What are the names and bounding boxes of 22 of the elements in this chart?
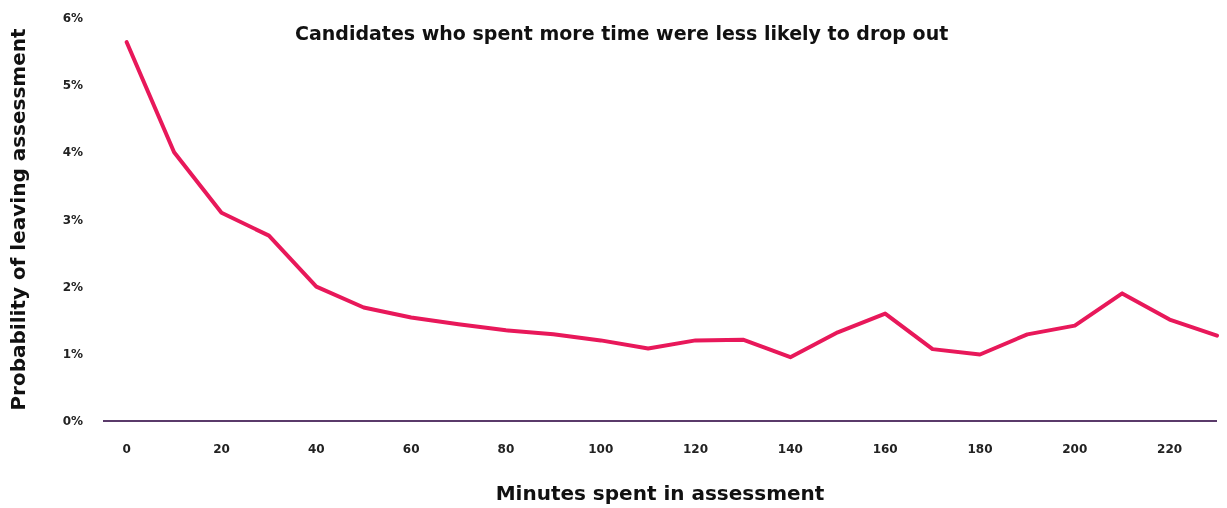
x-tick-label: 80 (497, 442, 515, 456)
x-tick-label: 180 (967, 442, 993, 456)
x-tick-label: 140 (777, 442, 803, 456)
x-tick-label: 200 (1062, 442, 1088, 456)
x-tick-label: 220 (1157, 442, 1183, 456)
y-tick-label: 3% (62, 212, 83, 227)
y-tick-label: 4% (62, 145, 83, 160)
x-axis-title: Minutes spent in assessment (495, 481, 825, 505)
x-tick-label: 20 (213, 442, 230, 456)
y-tick-label: 2% (62, 279, 83, 294)
y-tick-label: 5% (62, 78, 83, 93)
x-tick-label: 40 (307, 442, 325, 456)
y-tick-label: 0% (62, 414, 83, 428)
x-tick-label: 160 (872, 442, 898, 456)
x-tick-label: 120 (683, 442, 709, 456)
y-axis-title: Probability of leaving assessment (6, 28, 30, 411)
chart-title: Candidates who spent more time were less likely to drop out (295, 21, 949, 44)
x-tick-label: 0 (122, 442, 131, 456)
y-tick-label: 1% (62, 346, 83, 361)
x-tick-label: 60 (402, 442, 420, 456)
y-tick-label: 6% (62, 11, 83, 25)
x-tick-label: 100 (588, 442, 614, 456)
